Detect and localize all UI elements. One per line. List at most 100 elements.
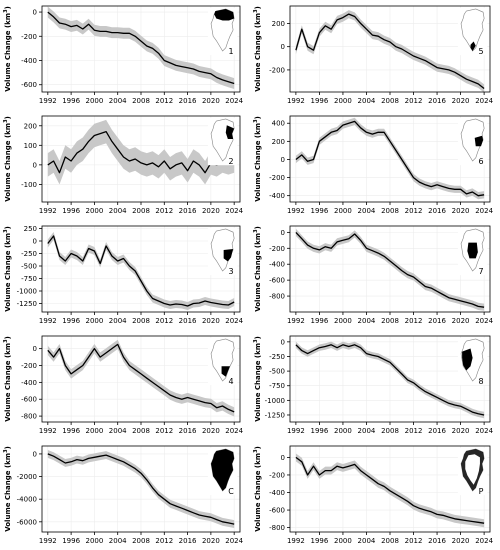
x-tick-label: 1996: [62, 317, 80, 325]
y-tick-label: 200: [272, 138, 285, 146]
inset-map: [457, 337, 488, 386]
y-axis-label: Volume Change (km3): [253, 116, 262, 202]
panel-7: 1992 1996 2000 2004 2008 2012 2016 2020 2024 0 -20…: [253, 225, 494, 325]
x-tick-label: 2008: [381, 427, 399, 435]
uncertainty-band: [295, 228, 485, 311]
series-line: [295, 344, 485, 416]
x-tick-label: 2012: [155, 207, 173, 215]
y-tick-label: -400: [21, 57, 37, 65]
y-axis-label: Volume Change (km3): [3, 446, 12, 532]
x-tick-label: 2008: [132, 97, 150, 105]
panel-8: 1992 1996 2000 2004 2008 2012 2016 2020 2024 0 -25…: [253, 335, 494, 435]
y-axis-label: Volume Change (km3): [3, 226, 12, 312]
inset-map: [457, 447, 488, 496]
x-tick-label: 2000: [334, 427, 352, 435]
x-tick-label: 2004: [358, 97, 376, 105]
inset-map: [207, 117, 238, 166]
x-tick-label: 1996: [310, 537, 328, 545]
x-tick-label: 2020: [202, 97, 220, 105]
x-tick-label: 2000: [334, 537, 352, 545]
x-tick-label: 2012: [155, 97, 173, 105]
x-tick-label: 2020: [202, 317, 220, 325]
y-tick-label: -600: [21, 81, 37, 89]
x-tick-label: 1992: [39, 97, 57, 105]
y-tick-label: -800: [269, 524, 285, 532]
x-tick-label: 2020: [452, 537, 470, 545]
x-tick-label: 1996: [62, 537, 80, 545]
y-tick-label: -100: [21, 181, 37, 189]
x-tick-label: 2000: [85, 317, 103, 325]
x-tick-label: 1996: [310, 427, 328, 435]
series-line: [295, 231, 485, 308]
x-tick-label: 1992: [39, 317, 57, 325]
greenland-outline: [460, 118, 485, 162]
x-tick-label: 2008: [381, 317, 399, 325]
x-tick-label: 2004: [358, 427, 376, 435]
y-tick-label: 200: [272, 20, 285, 28]
x-tick-label: 2004: [358, 537, 376, 545]
series-line: [295, 456, 485, 524]
panel-P: 1992 1996 2000 2004 2008 2012 2016 2020 2024 0 -20…: [253, 445, 494, 545]
highlighted-region: [214, 9, 235, 21]
x-tick-label: 1996: [62, 97, 80, 105]
x-tick-label: 2016: [428, 207, 446, 215]
y-axis-label: Volume Change (km3): [3, 6, 12, 92]
x-tick-label: 2012: [155, 427, 173, 435]
region-label: 3: [228, 267, 233, 276]
y-tick-label: -800: [21, 413, 37, 421]
x-tick-label: 2016: [179, 317, 197, 325]
x-tick-label: 2000: [85, 207, 103, 215]
x-tick-label: 2008: [381, 537, 399, 545]
x-tick-label: 2008: [132, 427, 150, 435]
highlighted-region: [474, 135, 484, 147]
series-line: [295, 120, 485, 197]
x-tick-label: 1996: [62, 207, 80, 215]
y-tick-label: 0: [33, 9, 37, 17]
y-tick-label: -800: [269, 293, 285, 301]
y-axis-label: Volume Change (km3): [3, 116, 12, 202]
highlighted-region: [221, 366, 230, 377]
y-tick-label: 0: [281, 338, 285, 346]
x-tick-label: 2012: [405, 427, 423, 435]
y-tick-label: -200: [269, 174, 285, 182]
x-tick-label: 2012: [405, 317, 423, 325]
y-tick-label: -400: [269, 261, 285, 269]
x-tick-label: 2012: [405, 537, 423, 545]
x-tick-label: 2004: [109, 317, 127, 325]
inset-map: [457, 7, 488, 56]
x-tick-label: 2024: [225, 427, 243, 435]
x-tick-label: 2020: [452, 427, 470, 435]
x-tick-label: 2000: [85, 537, 103, 545]
panel-C: 1992 1996 2000 2004 2008 2012 2016 2020 2024 0 -20…: [3, 445, 244, 545]
y-tick-label: -1000: [17, 288, 37, 296]
x-tick-label: 1996: [310, 317, 328, 325]
x-tick-label: 2004: [109, 537, 127, 545]
x-tick-label: 2016: [428, 537, 446, 545]
highlighted-region: [225, 125, 235, 139]
region-label: 6: [478, 157, 483, 166]
y-tick-label: -250: [269, 353, 285, 361]
highlighted-region: [470, 41, 476, 51]
region-label: 4: [228, 377, 233, 386]
x-tick-label: 2024: [225, 97, 243, 105]
y-tick-label: -400: [269, 192, 285, 200]
region-label: 1: [228, 47, 233, 56]
x-tick-label: 1992: [39, 537, 57, 545]
highlighted-region: [461, 449, 485, 491]
y-tick-label: -400: [21, 379, 37, 387]
x-tick-label: 2004: [109, 207, 127, 215]
x-tick-label: 1996: [310, 97, 328, 105]
series-line: [295, 13, 485, 90]
x-tick-label: 2004: [358, 207, 376, 215]
x-tick-label: 1992: [287, 97, 305, 105]
series-line: [47, 11, 235, 85]
greenland-outline: [210, 338, 235, 382]
panel-2: 1992 1996 2000 2004 2008 2012 2016 2020 2024 200 1…: [3, 115, 244, 215]
x-tick-label: 2024: [475, 97, 493, 105]
y-tick-label: -750: [21, 275, 37, 283]
x-tick-label: 2008: [381, 97, 399, 105]
x-tick-label: 2016: [428, 427, 446, 435]
y-tick-label: -250: [21, 250, 37, 258]
y-tick-label: -1250: [17, 300, 37, 308]
